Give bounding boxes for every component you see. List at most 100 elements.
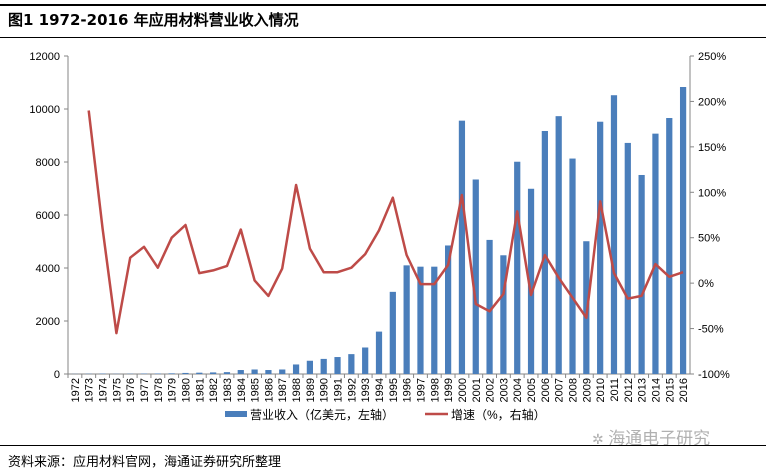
x-tick-label: 2015	[664, 378, 676, 402]
revenue-bar	[514, 162, 520, 374]
x-tick-label: 1991	[333, 378, 345, 402]
revenue-bar	[611, 95, 617, 374]
x-tick-label: 2002	[485, 378, 497, 402]
bottom-rule	[0, 445, 766, 446]
x-tick-label: 2012	[623, 378, 635, 402]
growth-line	[89, 111, 683, 334]
x-tick-label: 1985	[250, 378, 262, 402]
title-rule	[0, 37, 766, 38]
legend-growth-label: 增速（%，右轴）	[451, 407, 546, 422]
revenue-bar	[321, 359, 327, 374]
revenue-bar	[639, 175, 645, 374]
revenue-bar	[307, 361, 313, 374]
right-tick-label: 150%	[698, 142, 726, 154]
revenue-bar	[625, 143, 631, 374]
revenue-bar	[196, 373, 202, 374]
x-tick-label: 2008	[568, 378, 580, 402]
revenue-bar	[652, 134, 658, 374]
revenue-bar	[279, 369, 285, 374]
left-tick-label: 10000	[29, 104, 60, 116]
x-tick-label: 1989	[305, 378, 317, 402]
x-tick-label: 2003	[498, 378, 510, 402]
right-tick-label: 250%	[698, 51, 726, 63]
x-tick-label: 2001	[471, 378, 483, 402]
x-tick-label: 1980	[180, 378, 192, 402]
x-tick-label: 2013	[637, 378, 649, 402]
x-tick-label: 1977	[139, 378, 151, 402]
revenue-bar	[169, 373, 175, 374]
left-tick-label: 6000	[36, 210, 60, 222]
x-tick-label: 2006	[540, 378, 552, 402]
x-tick-label: 1999	[443, 378, 455, 402]
revenue-bar	[680, 87, 686, 374]
x-tick-label: 1993	[360, 378, 372, 402]
revenue-bar	[404, 265, 410, 374]
x-tick-label: 1973	[84, 378, 96, 402]
revenue-bar	[238, 370, 244, 374]
x-tick-label: 1988	[291, 378, 303, 402]
revenue-bar	[210, 372, 216, 374]
x-tick-label: 1984	[236, 378, 248, 402]
x-tick-label: 2000	[457, 378, 469, 402]
x-tick-label: 1998	[429, 378, 441, 402]
revenue-bar	[362, 348, 368, 375]
left-tick-label: 2000	[36, 316, 60, 328]
left-tick-label: 4000	[36, 263, 60, 275]
revenue-bar	[376, 332, 382, 374]
revenue-bar	[569, 159, 575, 374]
left-tick-label: 12000	[29, 51, 60, 63]
right-tick-label: -100%	[698, 369, 730, 381]
legend-revenue-swatch	[225, 411, 247, 417]
x-tick-label: 2005	[526, 378, 538, 402]
revenue-bar	[459, 121, 465, 374]
revenue-bar	[500, 255, 506, 374]
right-tick-label: 50%	[698, 233, 720, 245]
x-tick-label: 1972	[70, 378, 82, 402]
top-rule	[0, 4, 766, 6]
legend-revenue-label: 营业收入（亿美元，左轴）	[250, 407, 394, 422]
x-tick-label: 1986	[263, 378, 275, 402]
right-tick-label: 100%	[698, 187, 726, 199]
revenue-bar	[224, 372, 230, 374]
right-tick-label: -50%	[698, 324, 724, 336]
left-tick-label: 8000	[36, 157, 60, 169]
x-tick-label: 2016	[678, 378, 690, 402]
x-tick-label: 1976	[125, 378, 137, 402]
chart: 0 2000 4000 6000 8000 10000 12000 -100% -50% 0% 50…	[0, 40, 766, 430]
x-tick-label: 1995	[388, 378, 400, 402]
revenue-bar	[348, 354, 354, 374]
x-tick-label: 1982	[208, 378, 220, 402]
x-tick-label: 2011	[609, 378, 621, 402]
revenue-bar	[597, 122, 603, 374]
figure-title: 图1 1972-2016 年应用材料营业收入情况	[8, 9, 299, 30]
revenue-bar	[334, 357, 340, 374]
x-tick-label: 1994	[374, 378, 386, 402]
x-tick-label: 1983	[222, 378, 234, 402]
watermark-text: 海通电子研究	[608, 429, 710, 449]
x-tick-label: 1996	[402, 378, 414, 402]
x-tick-label: 1975	[111, 378, 123, 402]
revenue-bar	[182, 373, 188, 374]
x-tick-label: 2004	[512, 378, 524, 402]
x-tick-label: 1987	[277, 378, 289, 402]
revenue-bar	[666, 118, 672, 374]
x-tick-label: 1979	[167, 378, 179, 402]
x-tick-label: 1997	[415, 378, 427, 402]
x-tick-label: 1981	[194, 378, 206, 402]
revenue-bar	[390, 292, 396, 374]
revenue-bar	[265, 370, 271, 374]
revenue-bar	[542, 131, 548, 374]
x-tick-label: 1974	[98, 378, 110, 402]
left-tick-label: 0	[54, 369, 60, 381]
source-note: 资料来源：应用材料官网，海通证券研究所整理	[8, 451, 281, 470]
x-tick-label: 2010	[595, 378, 607, 402]
right-tick-label: 200%	[698, 96, 726, 108]
revenue-bar	[251, 369, 257, 374]
right-tick-label: 0%	[698, 278, 714, 290]
revenue-bar	[293, 364, 299, 374]
revenue-bar	[556, 116, 562, 374]
x-tick-label: 2014	[650, 378, 662, 402]
x-tick-label: 1978	[153, 378, 165, 402]
x-tick-label: 1992	[346, 378, 358, 402]
x-tick-label: 1990	[319, 378, 331, 402]
